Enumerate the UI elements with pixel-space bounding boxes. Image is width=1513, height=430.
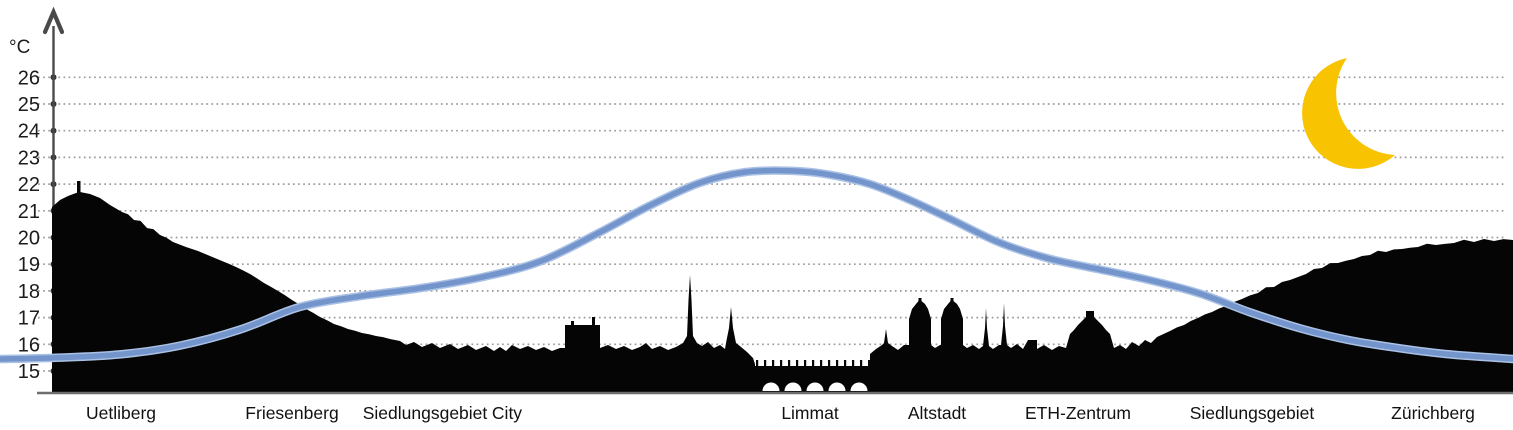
temperature-curve xyxy=(0,166,1513,364)
x-location-label: Limmat xyxy=(781,403,839,423)
bridge-railing-post xyxy=(804,360,807,366)
bridge-railing-post xyxy=(796,360,799,366)
y-tick-label: 17 xyxy=(18,308,40,330)
bridge-railing-post xyxy=(780,360,783,366)
uetliberg-tower-icon xyxy=(77,181,81,193)
y-tick-label: 16 xyxy=(18,334,40,356)
y-tick-label: 15 xyxy=(18,361,40,383)
bridge-railing-post xyxy=(820,360,823,366)
y-tick-label: 25 xyxy=(18,94,40,116)
city-silhouette xyxy=(52,181,1513,392)
x-location-label: Siedlungsgebiet xyxy=(1190,403,1315,423)
bridge-railing-post xyxy=(812,360,815,366)
y-axis-unit-label: °C xyxy=(9,37,30,58)
bridge-railing-post xyxy=(764,360,767,366)
y-tick-label: 19 xyxy=(18,254,40,276)
y-tick-label: 26 xyxy=(18,67,40,89)
bridge-railing-post xyxy=(756,360,759,366)
y-tick-label: 23 xyxy=(18,147,40,169)
bridge-railing-post xyxy=(860,360,863,366)
x-location-label: Zürichberg xyxy=(1391,403,1475,423)
y-tick-label: 20 xyxy=(18,228,40,250)
y-tick-label: 24 xyxy=(18,121,40,143)
y-tick-label: 21 xyxy=(18,201,40,223)
x-location-label: Uetliberg xyxy=(86,403,156,423)
y-axis-arrow-icon xyxy=(42,6,65,35)
x-location-label: Altstadt xyxy=(908,403,966,423)
bridge-deck xyxy=(753,366,872,373)
x-location-label: ETH-Zentrum xyxy=(1025,403,1131,423)
y-tick-labels: 26 25 24 23 22 21 20 19 18 17 16 15 xyxy=(18,67,40,383)
skyline-hills-and-buildings xyxy=(52,192,1513,392)
bridge-railing-post xyxy=(836,360,839,366)
bridge-railing-post xyxy=(844,360,847,366)
bridge-arches xyxy=(753,373,872,392)
x-location-label: Siedlungsgebiet xyxy=(363,403,488,423)
crescent-moon-icon xyxy=(1302,58,1395,169)
bridge-railing-post xyxy=(788,360,791,366)
x-axis-labels: Uetliberg Friesenberg Siedlungsgebiet City L… xyxy=(86,403,1475,423)
bridge-railing-post xyxy=(828,360,831,366)
y-tick-label: 18 xyxy=(18,281,40,303)
temperature-curve-line xyxy=(0,167,1513,362)
bridge-railing-post xyxy=(772,360,775,366)
bridge-railing-post xyxy=(868,360,871,366)
x-location-label: Friesenberg xyxy=(245,403,338,423)
x-location-label: City xyxy=(492,403,522,423)
bridge-railing-post xyxy=(852,360,855,366)
y-tick-label: 22 xyxy=(18,174,40,196)
